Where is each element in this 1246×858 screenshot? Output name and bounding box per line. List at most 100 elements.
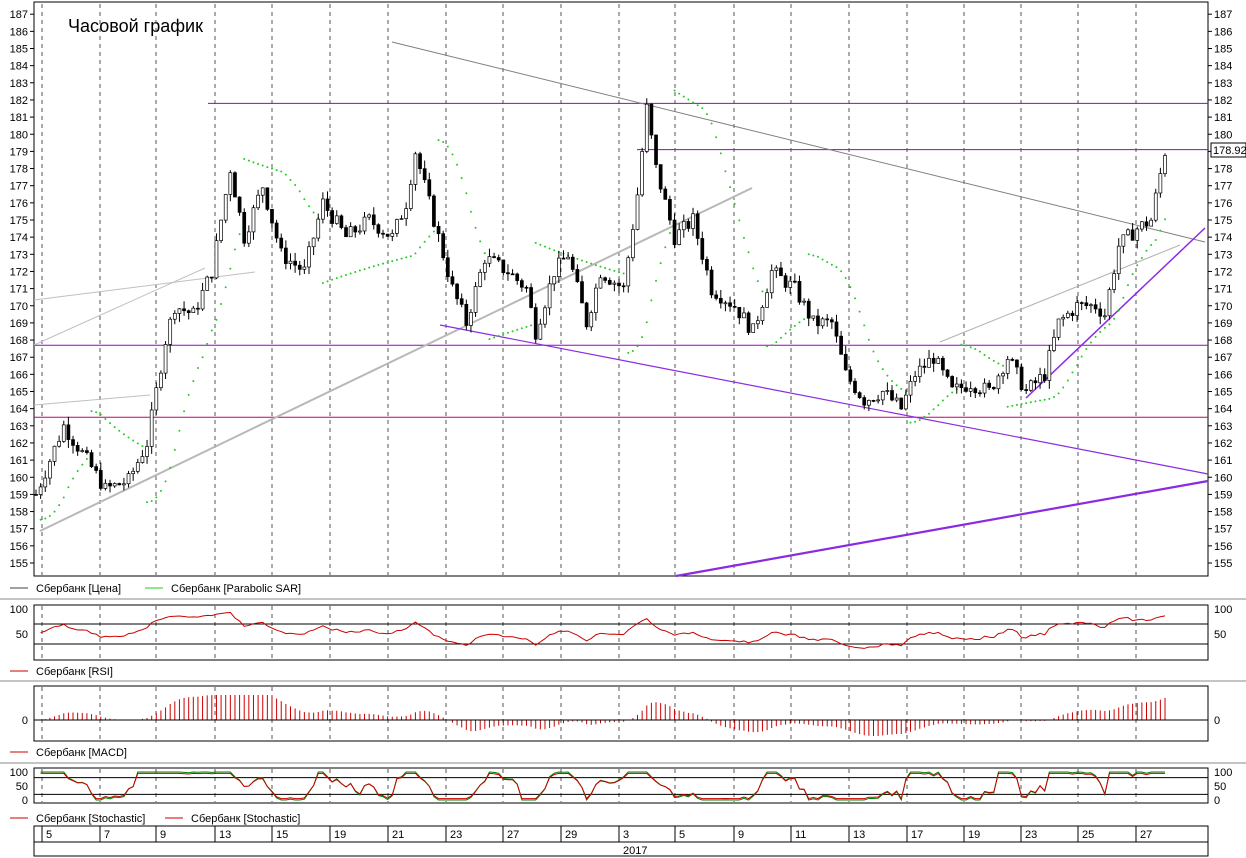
legend-stochastic-1: Сбербанк [Stochastic] (36, 813, 145, 825)
sar-dot (729, 186, 732, 189)
candle-body (788, 280, 793, 288)
sar-dot (710, 122, 713, 125)
candle-body (325, 198, 330, 211)
candle-body (677, 229, 682, 245)
year-label: 2017 (623, 845, 647, 857)
sar-dot (752, 267, 755, 270)
time-label: 27 (1140, 829, 1152, 841)
candle-body (381, 232, 385, 235)
candle-body (427, 179, 432, 197)
sar-dot (331, 278, 334, 281)
candle-body (728, 302, 732, 307)
sar-dot (1122, 296, 1125, 299)
candle-body (820, 318, 825, 327)
sar-dot (516, 328, 519, 331)
sar-dot (48, 515, 51, 518)
time-axis: 5 7 9 13 15 19 21 23 27 29 3 5 9 11 13 17 19 23 25 27 (41, 826, 1152, 842)
sar-dot (872, 350, 875, 353)
candle-body (566, 256, 570, 260)
sar-dot (243, 157, 246, 160)
sar-dot (733, 202, 736, 205)
price-candles (34, 98, 1167, 499)
sar-dot (386, 261, 389, 264)
price-tick-right: 167 (1214, 352, 1232, 364)
sar-dot (233, 248, 236, 251)
candle-body (242, 212, 247, 244)
price-tick-left: 184 (10, 61, 28, 73)
sar-dot (155, 496, 158, 499)
price-tick-left: 179 (10, 146, 28, 158)
sar-dot (974, 348, 977, 351)
time-label: 11 (795, 829, 806, 841)
sar-dot (1066, 379, 1069, 382)
candle-body (1019, 366, 1024, 390)
candle-body (43, 477, 48, 488)
price-tick-left: 172 (10, 266, 28, 278)
candle-body (98, 470, 103, 489)
price-tick-left: 162 (10, 438, 28, 450)
candle-body (987, 382, 992, 388)
time-label: 17 (911, 829, 923, 841)
sar-dot (238, 233, 241, 236)
sar-dot (187, 393, 190, 396)
candle-body (1149, 219, 1153, 227)
candle-body (237, 196, 242, 213)
sar-dot (687, 98, 690, 101)
candle-body (464, 303, 469, 326)
candle-body (533, 307, 538, 340)
price-tick-right: 159 (1214, 489, 1232, 501)
candle-body (126, 473, 131, 485)
sar-dot (932, 408, 935, 411)
candle-body (246, 231, 251, 244)
candle-body (432, 195, 436, 227)
sar-dot (1020, 403, 1023, 406)
candle-body (390, 233, 395, 237)
sar-dot (284, 173, 287, 176)
candle-body (135, 462, 140, 472)
sar-dot (335, 277, 338, 280)
candle-body (519, 280, 524, 288)
candle-body (1153, 192, 1158, 221)
time-label: 7 (104, 829, 110, 841)
time-label: 3 (623, 829, 629, 841)
sar-dot (460, 177, 463, 180)
candle-body (265, 187, 270, 210)
price-tick-right: 170 (1214, 301, 1232, 313)
candle-body (1005, 359, 1010, 374)
sar-dot (423, 240, 426, 243)
candle-body (755, 320, 760, 325)
candle-body (274, 222, 279, 239)
sar-dot (201, 356, 204, 359)
sar-dot (1131, 273, 1134, 276)
price-tick-left: 168 (10, 335, 28, 347)
candle-body (445, 257, 450, 278)
candle-body (159, 372, 163, 389)
time-label: 9 (738, 829, 744, 841)
price-tick-left: 170 (10, 301, 28, 313)
stochastic-indicator: 100 100 50 50 0 0 (10, 767, 1233, 807)
sar-dot (798, 321, 801, 324)
trendline-gray (391, 41, 1206, 243)
candle-body (538, 323, 543, 340)
sar-dot (645, 321, 648, 324)
sar-dot (844, 276, 847, 279)
candle-body (112, 483, 117, 487)
price-tick-left: 167 (10, 352, 28, 364)
candle-body (487, 256, 492, 264)
sar-dot (81, 463, 84, 466)
sar-dot (918, 418, 921, 421)
price-tick-right: 187 (1214, 9, 1232, 21)
sar-dot (853, 297, 856, 300)
sar-dot (937, 404, 940, 407)
sar-dot (599, 265, 602, 268)
candle-body (580, 281, 584, 304)
sar-dot (442, 140, 445, 143)
candle-body (732, 305, 737, 308)
sar-dot (608, 268, 611, 271)
sar-dot (580, 259, 583, 262)
sar-dot (220, 302, 223, 305)
sar-dot (756, 280, 759, 283)
sar-dot (705, 113, 708, 116)
sar-dot (585, 261, 588, 264)
